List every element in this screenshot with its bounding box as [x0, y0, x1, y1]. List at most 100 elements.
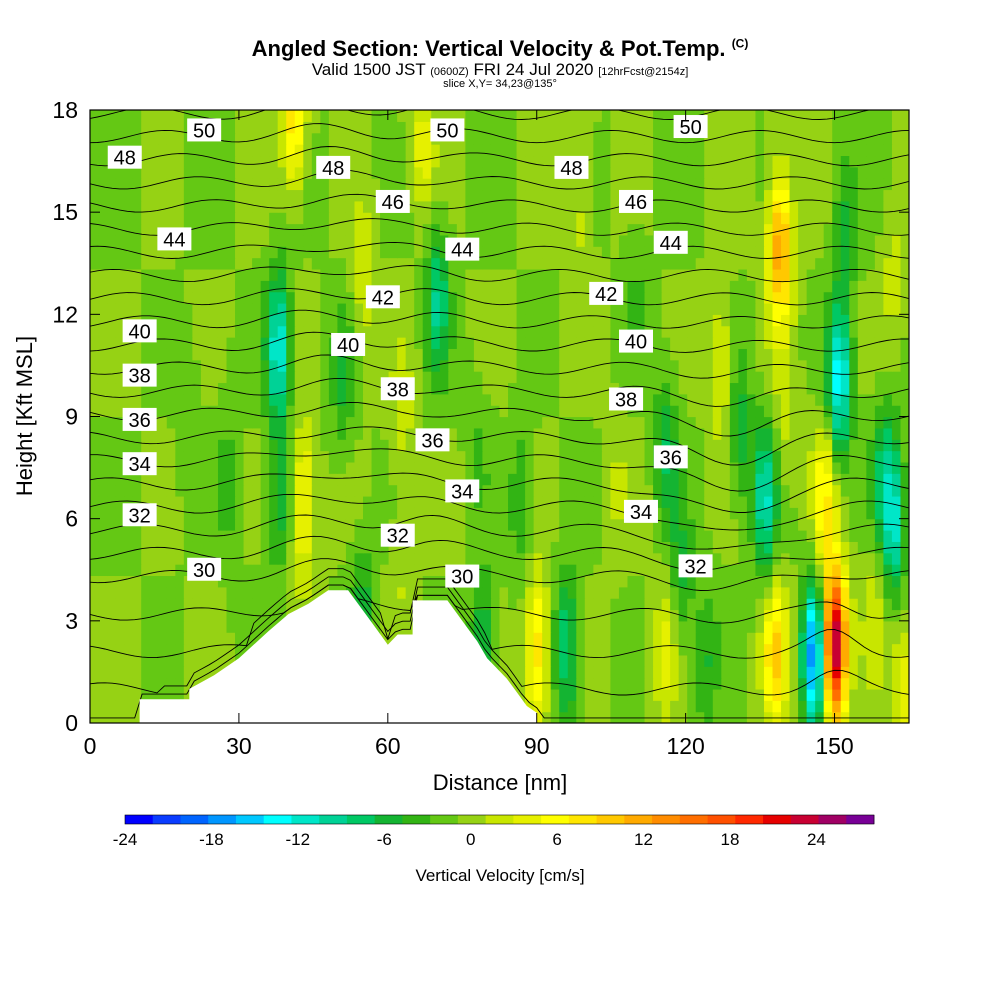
- velocity-cell: [337, 393, 347, 406]
- velocity-cell: [550, 200, 560, 213]
- velocity-cell: [874, 144, 885, 157]
- velocity-cell: [567, 359, 577, 372]
- velocity-cell: [618, 348, 629, 361]
- velocity-cell: [345, 473, 356, 486]
- velocity-cell: [712, 223, 722, 236]
- velocity-cell: [490, 314, 501, 327]
- velocity-cell: [456, 427, 466, 440]
- velocity-cell: [456, 337, 466, 349]
- velocity-cell: [294, 518, 304, 531]
- velocity-cell: [175, 575, 185, 588]
- velocity-cell: [763, 132, 774, 145]
- velocity-cell: [499, 495, 509, 508]
- velocity-cell: [183, 632, 193, 645]
- velocity-cell: [576, 291, 586, 304]
- velocity-cell: [422, 586, 432, 599]
- velocity-cell: [721, 166, 731, 179]
- velocity-cell: [533, 666, 543, 679]
- velocity-cell: [311, 268, 321, 281]
- velocity-cell: [328, 461, 339, 474]
- velocity-cell: [849, 382, 859, 395]
- velocity-cell: [235, 461, 245, 474]
- velocity-cell: [499, 302, 509, 315]
- velocity-cell: [508, 393, 518, 406]
- velocity-cell: [618, 507, 629, 520]
- velocity-cell: [687, 654, 697, 667]
- velocity-cell: [627, 178, 637, 191]
- velocity-cell: [849, 643, 859, 656]
- velocity-cell: [567, 700, 577, 713]
- velocity-cell: [533, 302, 543, 315]
- velocity-cell: [798, 711, 808, 723]
- velocity-cell: [618, 586, 629, 599]
- velocity-cell: [712, 302, 722, 315]
- velocity-cell: [286, 541, 296, 554]
- velocity-cell: [695, 382, 705, 395]
- velocity-cell: [303, 325, 313, 338]
- velocity-cell: [525, 189, 535, 202]
- velocity-cell: [192, 405, 202, 418]
- velocity-cell: [397, 620, 407, 633]
- velocity-cell: [900, 461, 909, 474]
- velocity-cell: [755, 200, 765, 213]
- velocity-cell: [294, 291, 304, 304]
- velocity-cell: [636, 280, 646, 293]
- velocity-cell: [516, 132, 526, 145]
- velocity-cell: [789, 643, 799, 656]
- velocity-cell: [840, 711, 850, 723]
- velocity-cell: [448, 541, 458, 554]
- velocity-cell: [183, 359, 193, 372]
- velocity-cell: [311, 484, 321, 497]
- velocity-cell: [644, 155, 654, 168]
- velocity-cell: [806, 473, 816, 486]
- velocity-cell: [115, 507, 125, 520]
- velocity-cell: [217, 654, 228, 667]
- velocity-cell: [644, 132, 654, 145]
- velocity-cell: [371, 223, 381, 236]
- velocity-cell: [704, 688, 714, 701]
- velocity-cell: [482, 439, 492, 452]
- velocity-cell: [866, 144, 876, 157]
- velocity-cell: [345, 507, 356, 520]
- velocity-cell: [158, 450, 168, 463]
- velocity-cell: [149, 609, 159, 622]
- velocity-cell: [431, 393, 441, 406]
- velocity-cell: [166, 268, 176, 281]
- velocity-cell: [516, 405, 526, 418]
- velocity-cell: [405, 416, 415, 429]
- velocity-cell: [465, 212, 475, 225]
- velocity-cell: [866, 382, 876, 395]
- velocity-cell: [456, 314, 466, 327]
- velocity-cell: [525, 552, 535, 565]
- velocity-cell: [533, 337, 543, 349]
- velocity-cell: [661, 178, 671, 191]
- velocity-cell: [593, 427, 603, 440]
- velocity-cell: [891, 132, 902, 145]
- velocity-cell: [115, 212, 125, 225]
- velocity-cell: [781, 234, 791, 247]
- velocity-cell: [670, 144, 680, 157]
- velocity-cell: [286, 507, 296, 520]
- velocity-cell: [636, 450, 646, 463]
- velocity-cell: [405, 541, 415, 554]
- velocity-cell: [397, 405, 407, 418]
- velocity-cell: [98, 598, 108, 611]
- velocity-cell: [781, 314, 791, 327]
- velocity-cell: [473, 144, 484, 157]
- velocity-cell: [260, 427, 270, 440]
- velocity-cell: [490, 178, 501, 191]
- velocity-cell: [183, 461, 193, 474]
- velocity-cell: [763, 518, 774, 531]
- velocity-cell: [695, 518, 705, 531]
- velocity-cell: [550, 564, 560, 577]
- velocity-cell: [601, 711, 612, 723]
- velocity-cell: [857, 575, 867, 588]
- velocity-cell: [252, 620, 262, 633]
- velocity-cell: [166, 598, 176, 611]
- velocity-cell: [687, 416, 697, 429]
- velocity-cell: [891, 564, 902, 577]
- velocity-cell: [166, 654, 176, 667]
- velocity-cell: [499, 473, 509, 486]
- velocity-cell: [141, 677, 151, 690]
- velocity-cell: [704, 337, 714, 349]
